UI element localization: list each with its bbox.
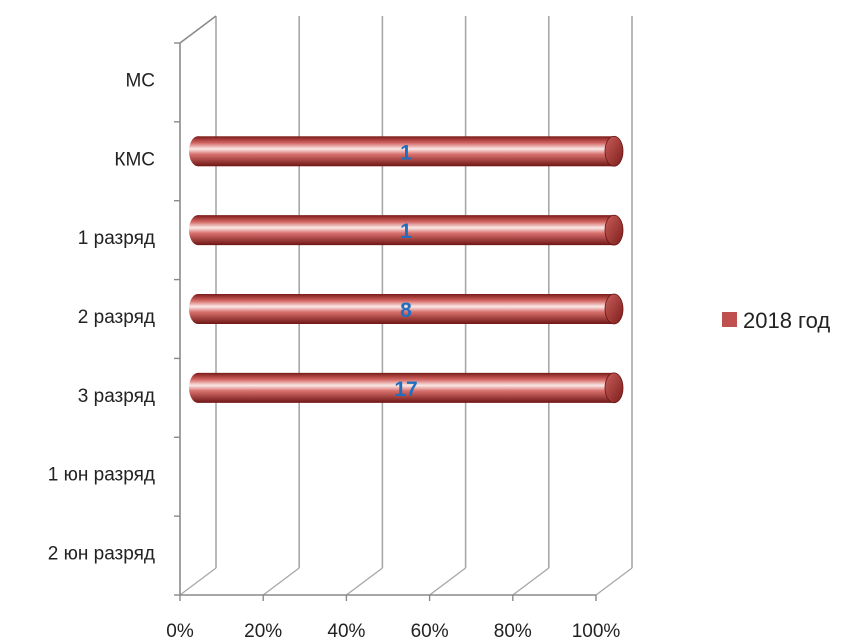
bar-start-cap [189, 372, 207, 403]
legend: 2018 год [722, 308, 830, 333]
category-label: 1 разряд [78, 228, 155, 249]
bar [189, 372, 624, 404]
bar-start-cap [189, 215, 207, 246]
bar [189, 135, 624, 167]
bar-body [198, 215, 614, 246]
bar-start-cap [189, 136, 207, 167]
legend-label: 2018 год [743, 308, 830, 333]
bar-body [198, 294, 614, 324]
x-tick-label: 40% [327, 621, 365, 641]
category-label: 3 разряд [78, 386, 155, 407]
floor-line [345, 567, 383, 596]
legend-swatch [722, 312, 737, 327]
bar [189, 214, 624, 246]
x-tick-label: 60% [411, 621, 449, 641]
data-label: 17 [394, 378, 417, 401]
x-tick-label: 80% [494, 621, 532, 641]
floor-line [262, 567, 300, 596]
y-axis-depth [179, 15, 217, 44]
bar-body [198, 136, 614, 167]
bar-end-cap [604, 214, 624, 246]
bar-end-cap [604, 135, 624, 167]
labels: 0% 20% 40% 60% 80% 100% 2 юн разряд 1 юн разряд… [48, 70, 621, 641]
bar [189, 293, 624, 325]
bars [189, 135, 624, 404]
data-label: 1 [400, 220, 412, 243]
bar-end-cap [604, 293, 624, 325]
axes [174, 15, 597, 601]
x-tick-label: 100% [572, 621, 621, 641]
category-label: МС [125, 70, 155, 91]
floor-line [179, 567, 217, 596]
bar-body [198, 372, 614, 403]
floor-line [429, 567, 467, 596]
x-tick-label: 20% [244, 621, 282, 641]
x-tick-label: 0% [166, 621, 194, 641]
bar-start-cap [189, 294, 207, 324]
category-label: КМС [114, 149, 155, 170]
floor-line [595, 567, 633, 596]
category-label: 2 разряд [78, 307, 155, 328]
category-label: 2 юн разряд [48, 544, 155, 565]
data-label: 1 [400, 141, 412, 164]
bar-end-cap [604, 372, 624, 404]
category-label: 1 юн разряд [48, 465, 155, 486]
grid [179, 16, 633, 596]
floor-line [512, 567, 550, 596]
data-label: 8 [400, 299, 412, 322]
